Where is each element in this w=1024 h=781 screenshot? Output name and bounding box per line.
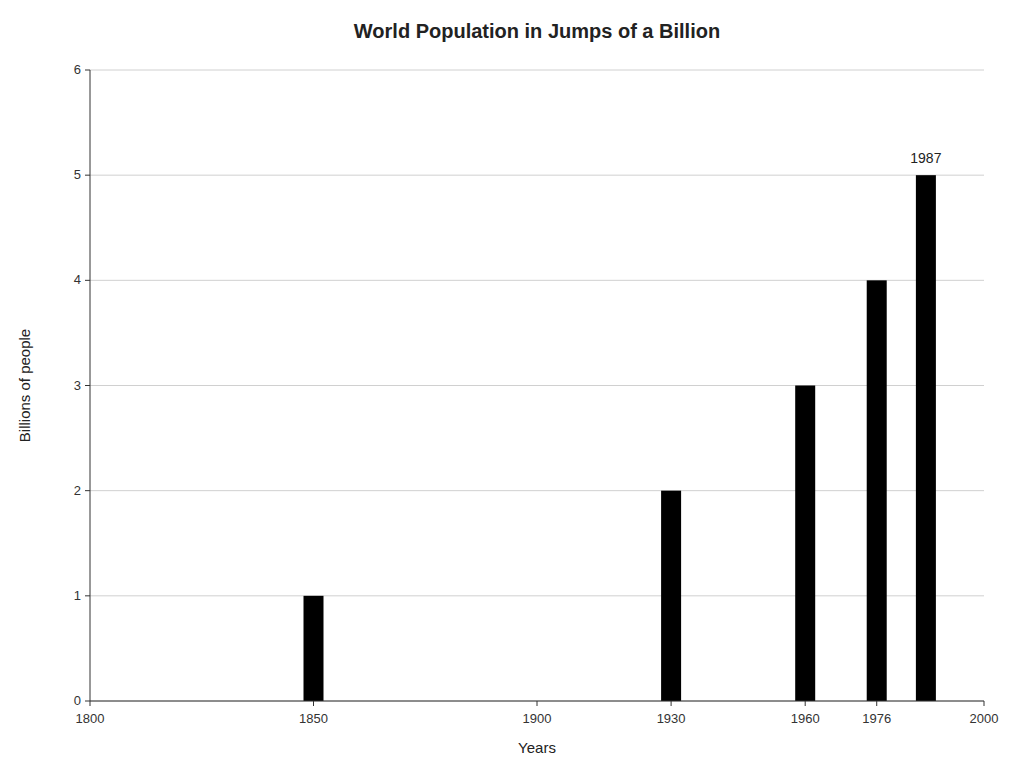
y-tick [85, 701, 90, 702]
x-tick [537, 701, 538, 706]
y-tick [85, 175, 90, 176]
x-tick [984, 701, 985, 706]
y-tick-label: 1 [74, 588, 81, 603]
y-tick-label: 4 [74, 272, 81, 287]
grid-line [90, 595, 984, 596]
grid-line [90, 70, 984, 71]
y-tick-label: 2 [74, 483, 81, 498]
x-axis-label: Years [518, 739, 556, 756]
x-tick [313, 701, 314, 706]
x-tick-label: 1850 [299, 711, 328, 726]
y-tick-label: 0 [74, 693, 81, 708]
y-tick [85, 385, 90, 386]
x-tick-label: 1900 [523, 711, 552, 726]
y-tick-label: 6 [74, 62, 81, 77]
y-tick [85, 70, 90, 71]
bar [916, 175, 936, 701]
grid-line [90, 490, 984, 491]
title: World Population in Jumps of a Billion [354, 20, 720, 42]
x-tick-label: 2000 [970, 711, 999, 726]
bar [867, 280, 887, 701]
bar [795, 386, 815, 702]
annotation: 1987 [910, 150, 941, 166]
grid-line [90, 280, 984, 281]
background [0, 0, 1024, 781]
x-tick [671, 701, 672, 706]
x-tick-label: 1976 [862, 711, 891, 726]
x-tick [90, 701, 91, 706]
y-tick [85, 280, 90, 281]
grid-line [90, 175, 984, 176]
y-axis-label: Billions of people [16, 329, 33, 442]
bars [304, 175, 936, 701]
axes: 1800 1850 1900 1930 1960 1976 2000 0 1 2 3 4 5 6 [74, 62, 999, 726]
y-tick-label: 3 [74, 378, 81, 393]
bar [661, 491, 681, 701]
x-tick-label: 1930 [657, 711, 686, 726]
x-tick [876, 701, 877, 706]
x-tick-label: 1800 [76, 711, 105, 726]
bar [304, 596, 324, 701]
grid [90, 70, 984, 701]
y-tick [85, 490, 90, 491]
x-tick [805, 701, 806, 706]
chart-svg: 1800 1850 1900 1930 1960 1976 2000 0 1 2 3 4 5 6 1987 W… [0, 0, 1024, 781]
grid-line [90, 385, 984, 386]
y-tick [85, 595, 90, 596]
y-tick-label: 5 [74, 167, 81, 182]
chart-container: 1800 1850 1900 1930 1960 1976 2000 0 1 2 3 4 5 6 1987 W… [0, 0, 1024, 781]
x-tick-label: 1960 [791, 711, 820, 726]
